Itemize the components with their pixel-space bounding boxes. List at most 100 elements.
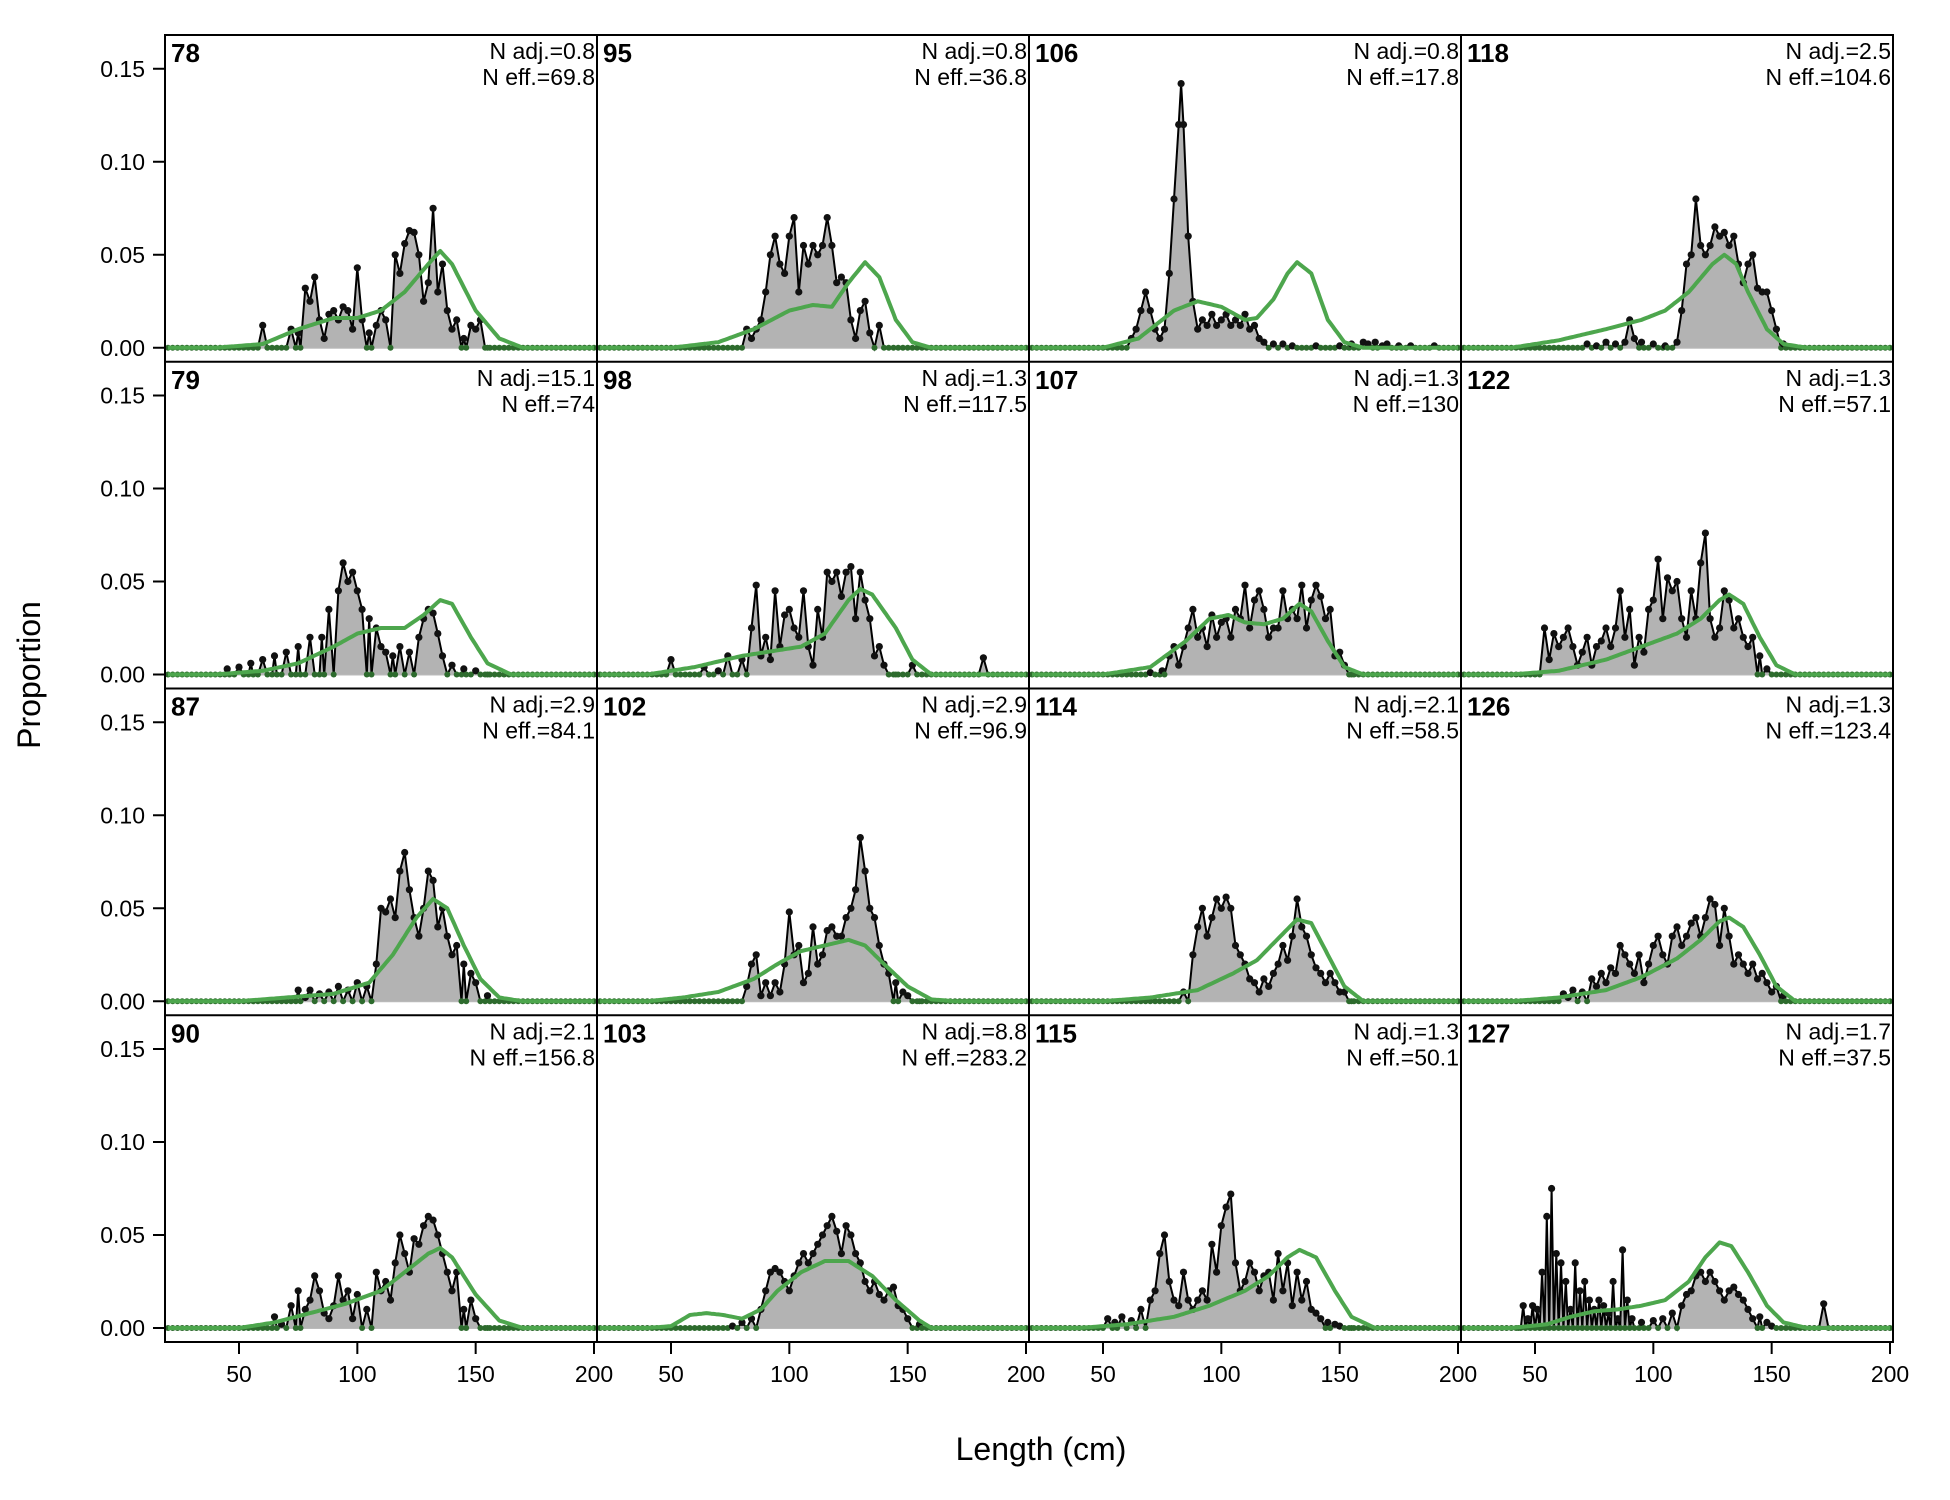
observed-area [1464,199,1890,348]
observed-point [491,998,498,1005]
y-tick-label: 0.05 [100,569,145,595]
panel-95: 95 N adj.=0.8N eff.=36.8 [597,38,1029,352]
observed-point [734,344,741,351]
observed-point [1749,1315,1757,1323]
observed-point [386,895,395,903]
observed-point [1607,964,1615,972]
x-axis-label: Length (cm) [956,1431,1127,1467]
observed-point [1576,1287,1584,1295]
observed-point [1772,325,1780,333]
observed-point [1603,1325,1609,1331]
observed-point [1592,342,1601,350]
observed-point [424,279,432,287]
observed-point [382,648,390,656]
observed-point [762,979,770,987]
observed-point [1773,671,1780,678]
observed-point [340,998,347,1005]
observed-point [1184,232,1192,240]
observed-point [1668,587,1676,595]
observed-point [330,307,338,315]
panel-118: 118 N adj.=2.5N eff.=104.6 [1461,38,1893,351]
observed-point [1213,321,1221,329]
observed-point [1635,951,1643,959]
observed-point [396,269,404,277]
observed-point [1692,914,1700,922]
observed-point [1720,587,1728,595]
observed-point [382,316,390,324]
observed-point [1697,1268,1705,1276]
observed-point [1687,251,1695,259]
observed-point [460,1305,468,1313]
expected-line [1032,601,1458,677]
expected-line [1032,917,1458,1004]
observed-point [1682,633,1691,641]
observed-point [1706,615,1714,623]
observed-point [1550,630,1558,638]
observed-point [743,671,750,678]
observed-point [1151,1287,1159,1295]
panel-n-adj: N adj.=2.1 [490,1018,596,1044]
observed-point [875,643,883,651]
observed-point [467,321,475,329]
observed-point [696,1325,703,1331]
observed-point [828,577,836,586]
observed-point [1744,260,1752,268]
observed-area [168,1216,594,1328]
observed-point [1565,344,1572,351]
observed-point [1631,1325,1638,1331]
observed-point [288,998,295,1005]
observed-point [410,1235,418,1243]
observed-point [1635,633,1643,641]
observed-point [1255,1287,1263,1295]
observed-point [720,1325,727,1331]
observed-area [168,208,594,348]
observed-point [302,671,309,678]
y-tick-label: 0.05 [100,242,145,268]
observed-point [1574,1325,1581,1331]
panel-n-eff: N eff.=130 [1353,391,1459,417]
observed-point [259,321,267,329]
observed-point [823,568,831,576]
observed-point [895,671,902,678]
observed-area [1464,899,1890,1002]
observed-point [501,1325,508,1331]
observed-point [729,671,736,678]
observed-point [1203,1296,1211,1304]
panel-n-eff: N eff.=96.9 [914,718,1027,744]
observed-point [448,325,456,333]
panel-year-label: 103 [603,1018,646,1048]
observed-point [1317,344,1324,351]
observed-point [785,908,793,916]
observed-point [1327,1325,1334,1331]
observed-point [1706,1268,1714,1276]
observed-point [837,273,846,281]
observed-point [1782,998,1789,1005]
observed-point [1595,1296,1603,1304]
observed-point [1275,344,1282,351]
observed-point [1331,979,1339,987]
observed-point [486,344,493,351]
observed-point [1217,1222,1225,1230]
observed-area [168,852,594,1002]
observed-point [443,307,451,315]
observed-point [1720,228,1728,236]
panel-year-label: 106 [1035,38,1078,68]
observed-point [1303,344,1310,351]
observed-point [1236,951,1244,959]
observed-point [682,998,689,1005]
panel-n-eff: N eff.=104.6 [1765,64,1891,90]
observed-point [1756,1313,1764,1321]
observed-point [1152,998,1159,1005]
observed-point [491,344,498,351]
observed-point [353,587,361,595]
observed-point [1611,624,1620,632]
observed-point [818,1231,827,1239]
observed-point [1630,334,1638,343]
observed-point [875,941,883,950]
observed-point [1673,923,1681,931]
observed-point [1194,923,1202,931]
observed-point [448,661,456,669]
observed-point [1293,615,1301,623]
observed-point [1274,624,1282,632]
observed-point [799,979,808,987]
